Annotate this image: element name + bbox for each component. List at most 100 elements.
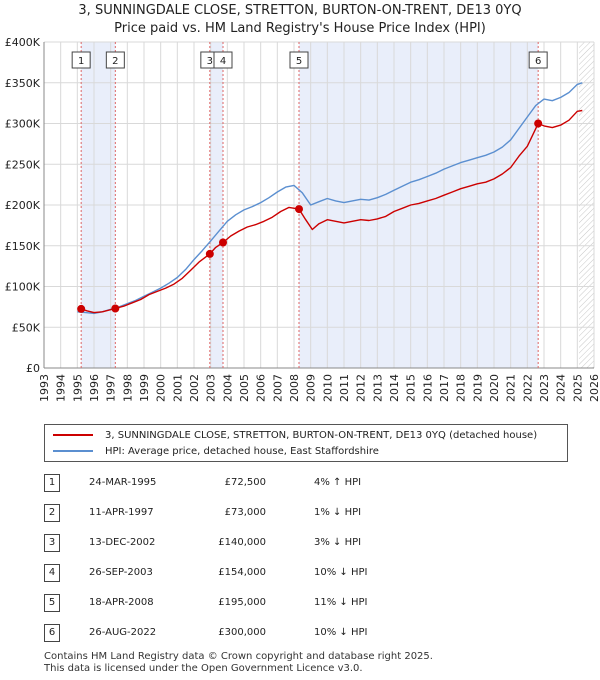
sale-marker-label: 2 — [112, 56, 118, 67]
sale-marker-box — [105, 51, 125, 69]
sale-marker-box — [289, 51, 309, 69]
sale-hpi-diff: 1% ↓ HPI — [314, 507, 362, 518]
sale-price: £300,000 — [218, 627, 266, 638]
sale-point — [295, 205, 303, 214]
legend-swatch-property — [53, 434, 93, 436]
sale-point — [534, 119, 543, 128]
y-tick-label: £300K — [5, 118, 41, 131]
sale-marker-label: 4 — [220, 56, 226, 67]
y-tick-label: £150K — [5, 240, 41, 253]
sale-point — [205, 249, 214, 258]
legend-swatch-hpi — [53, 450, 93, 452]
x-tick-label: 2019 — [471, 374, 484, 402]
footer-copyright: Contains HM Land Registry data © Crown c… — [44, 651, 433, 662]
price-paid-line — [80, 109, 583, 314]
price-chart: £0 £50K £100K £150K £200K £250K £300K £350K £400… — [5, 38, 600, 402]
sale-marker-label: 1 — [78, 56, 84, 67]
hpi-line — [77, 82, 583, 315]
legend-item-property: 3, SUNNINGDALE CLOSE, STRETTON, BURTON-O… — [53, 427, 537, 443]
title-line-2: Price paid vs. HM Land Registry's House … — [114, 21, 486, 36]
sale-hpi-diff: 10% ↓ HPI — [314, 627, 368, 638]
sale-price: £72,500 — [224, 477, 266, 488]
y-tick-label: £200K — [5, 199, 41, 212]
sale-hpi-diff: 10% ↓ HPI — [314, 567, 368, 578]
x-tick-label: 2002 — [188, 374, 201, 402]
sale-point — [219, 238, 227, 247]
x-tick-label: 2006 — [255, 374, 268, 402]
x-tick-label: 2004 — [221, 374, 234, 402]
x-tick-label: 2015 — [405, 374, 418, 402]
x-tick-label: 2023 — [538, 374, 551, 402]
x-tick-label: 1993 — [38, 374, 51, 402]
x-tick-label: 2000 — [155, 374, 168, 402]
sale-row: 6 26-AUG-2022 £300,000 10% ↓ HPI — [44, 624, 424, 644]
sale-marker-box — [71, 51, 91, 69]
x-tick-label: 2024 — [555, 374, 568, 402]
sale-date: 26-SEP-2003 — [89, 567, 153, 578]
y-tick-label: £400K — [5, 38, 41, 49]
x-tick-label: 2016 — [421, 374, 434, 402]
x-tick-label: 2003 — [205, 374, 218, 402]
x-tick-label: 2007 — [271, 374, 284, 402]
sale-marker-box — [528, 51, 548, 69]
legend: 3, SUNNINGDALE CLOSE, STRETTON, BURTON-O… — [44, 424, 568, 462]
sale-date: 26-AUG-2022 — [89, 627, 157, 638]
x-tick-label: 1998 — [121, 374, 134, 402]
footer: Contains HM Land Registry data © Crown c… — [44, 651, 584, 675]
x-tick-label: 1996 — [88, 374, 101, 402]
x-tick-label: 2017 — [438, 374, 451, 402]
x-tick-label: 2020 — [488, 374, 501, 402]
sale-date: 13-DEC-2002 — [89, 537, 156, 548]
sale-price: £140,000 — [218, 537, 266, 548]
x-tick-label: 2014 — [388, 374, 401, 402]
y-tick-label: £350K — [5, 77, 41, 90]
x-tick-label: 2001 — [171, 374, 184, 402]
sale-hpi-diff: 3% ↓ HPI — [314, 537, 362, 548]
sale-number-badge: 3 — [44, 534, 60, 552]
x-tick-label: 1997 — [105, 374, 118, 402]
sale-price: £154,000 — [218, 567, 266, 578]
sale-date: 24-MAR-1995 — [89, 477, 157, 488]
x-tick-label: 2005 — [238, 374, 251, 402]
sale-marker-label: 6 — [535, 56, 541, 67]
sale-date: 18-APR-2008 — [89, 597, 154, 608]
legend-label-property: 3, SUNNINGDALE CLOSE, STRETTON, BURTON-O… — [105, 429, 538, 441]
sale-number-badge: 4 — [44, 564, 60, 582]
y-tick-label: £100K — [5, 281, 41, 294]
x-tick-label: 2009 — [305, 374, 318, 402]
x-tick-label: 2026 — [588, 374, 600, 402]
sale-date: 11-APR-1997 — [89, 507, 154, 518]
sale-row: 3 13-DEC-2002 £140,000 3% ↓ HPI — [44, 534, 424, 554]
sale-row: 1 24-MAR-1995 £72,500 4% ↑ HPI — [44, 474, 424, 494]
y-tick-label: £50K — [12, 321, 41, 334]
sale-row: 5 18-APR-2008 £195,000 11% ↓ HPI — [44, 594, 424, 614]
sale-price: £195,000 — [218, 597, 266, 608]
x-tick-label: 2018 — [455, 374, 468, 402]
x-tick-label: 2013 — [371, 374, 384, 402]
x-tick-label: 2022 — [521, 374, 534, 402]
x-tick-label: 2021 — [505, 374, 518, 402]
x-tick-label: 2012 — [355, 374, 368, 402]
sale-hpi-diff: 4% ↑ HPI — [314, 477, 362, 488]
sale-hpi-diff: 11% ↓ HPI — [314, 597, 368, 608]
sale-marker-label: 5 — [296, 56, 302, 67]
sale-row: 2 11-APR-1997 £73,000 1% ↓ HPI — [44, 504, 424, 524]
sale-marker-label: 3 — [207, 56, 213, 67]
x-tick-label: 1995 — [71, 374, 84, 402]
x-tick-label: 1994 — [55, 374, 68, 402]
x-tick-label: 2025 — [571, 374, 584, 402]
y-tick-label: £0 — [26, 362, 40, 375]
sale-number-badge: 1 — [44, 474, 60, 492]
x-tick-label: 1999 — [138, 374, 151, 402]
sale-number-badge: 2 — [44, 504, 60, 522]
x-tick-label: 2008 — [288, 374, 301, 402]
sale-number-badge: 5 — [44, 594, 60, 612]
legend-label-hpi: HPI: Average price, detached house, East… — [105, 445, 379, 457]
sale-row: 4 26-SEP-2003 £154,000 10% ↓ HPI — [44, 564, 424, 584]
x-tick-label: 2011 — [338, 374, 351, 402]
sale-point — [111, 304, 120, 313]
footer-licence: This data is licensed under the Open Gov… — [44, 663, 363, 674]
y-tick-label: £250K — [5, 158, 41, 171]
legend-item-hpi: HPI: Average price, detached house, East… — [53, 443, 379, 459]
chart-title: 3, SUNNINGDALE CLOSE, STRETTON, BURTON-O… — [0, 2, 600, 38]
